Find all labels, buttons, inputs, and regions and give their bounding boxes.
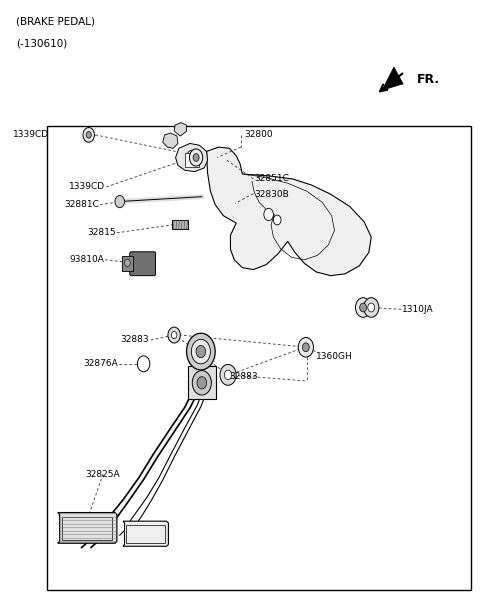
Circle shape [302,343,309,352]
Text: (-130610): (-130610) [16,38,67,48]
Text: 93810A: 93810A [69,255,104,264]
Bar [62,517,112,540]
Circle shape [196,346,205,358]
Text: 32800: 32800 [245,130,274,140]
Circle shape [264,208,274,221]
Circle shape [225,370,232,379]
Circle shape [192,339,210,364]
Bar [189,367,216,399]
Text: 32830B: 32830B [254,190,289,199]
Text: 1360GH: 1360GH [316,352,353,361]
Circle shape [137,356,150,372]
Text: 32881C: 32881C [64,200,99,209]
Text: 32883: 32883 [229,372,258,381]
FancyBboxPatch shape [130,252,156,276]
Circle shape [168,327,180,343]
Polygon shape [176,143,207,172]
Circle shape [187,333,215,370]
Circle shape [193,154,199,161]
Polygon shape [123,521,168,546]
Polygon shape [382,67,403,90]
Circle shape [83,127,95,142]
Circle shape [171,331,177,339]
Circle shape [124,259,130,266]
Circle shape [274,215,281,225]
Text: FR.: FR. [417,73,440,86]
Bar [185,153,199,167]
Text: 32851C: 32851C [254,175,289,183]
Polygon shape [163,133,178,148]
Text: 32825A: 32825A [85,469,120,478]
Circle shape [364,298,379,317]
Polygon shape [174,122,187,136]
Polygon shape [206,147,371,276]
Text: 1339CD: 1339CD [69,183,106,191]
Circle shape [187,150,198,165]
Bar [126,525,165,543]
Circle shape [197,376,206,389]
Polygon shape [58,512,117,543]
Text: 32815: 32815 [87,228,116,237]
Text: 1310JA: 1310JA [402,305,434,314]
Circle shape [190,149,203,166]
Circle shape [115,196,124,208]
Bar [47,126,471,590]
Circle shape [356,298,371,317]
Text: 32883: 32883 [120,335,149,344]
Bar [121,256,133,271]
Circle shape [192,371,211,395]
Bar [172,220,188,229]
Text: 1339CD: 1339CD [13,130,49,140]
Text: 32876A: 32876A [84,359,118,368]
Polygon shape [91,369,205,542]
Circle shape [360,303,367,312]
Circle shape [86,132,91,138]
Text: (BRAKE PEDAL): (BRAKE PEDAL) [16,17,95,26]
Circle shape [220,365,236,385]
Circle shape [368,303,375,312]
Circle shape [298,338,313,357]
